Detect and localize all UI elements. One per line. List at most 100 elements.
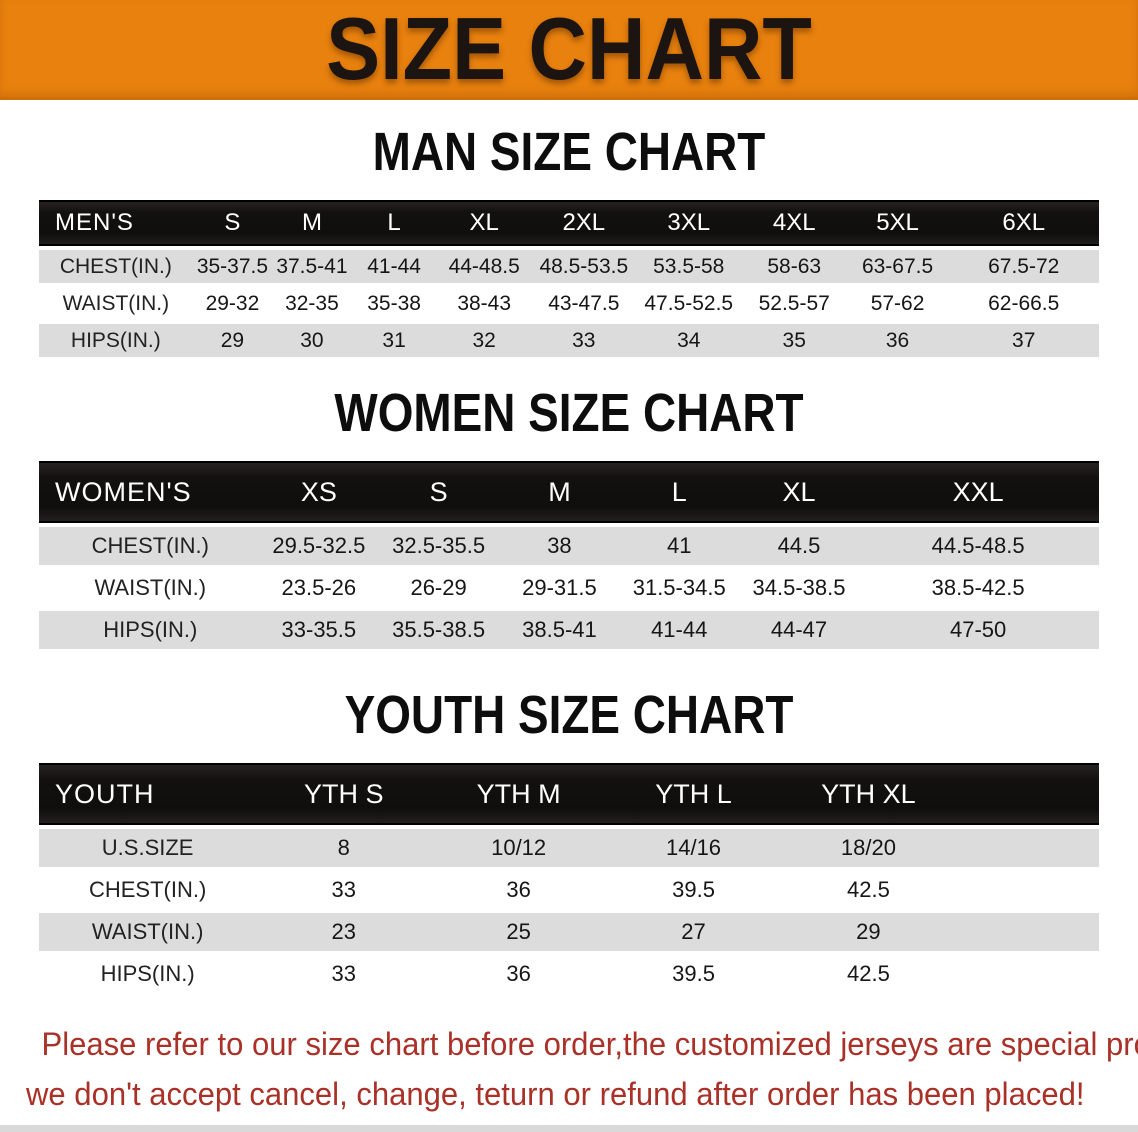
size-column-header: XL bbox=[436, 200, 532, 246]
youth-hips-row: HIPS(IN.) 33 36 39.5 42.5 bbox=[39, 955, 1099, 993]
spec-value-cell: 33-35.5 bbox=[261, 611, 377, 649]
spec-value-cell: 38-43 bbox=[436, 287, 532, 320]
women-group-label: WOMEN'S bbox=[39, 461, 262, 523]
spec-value-cell: 35-38 bbox=[351, 287, 437, 320]
spec-value-cell: 33 bbox=[256, 871, 432, 909]
spacer-cell bbox=[955, 829, 1099, 867]
youth-header-row: YOUTH YTH S YTH M YTH L YTH XL bbox=[39, 763, 1099, 825]
spec-value-cell: 8 bbox=[256, 829, 432, 867]
size-column-header: M bbox=[272, 200, 352, 246]
spec-value-cell: 53.5-58 bbox=[635, 250, 742, 283]
spec-value-cell: 33 bbox=[531, 324, 636, 357]
spec-row-label: CHEST(IN.) bbox=[39, 250, 193, 283]
size-column-header: S bbox=[376, 461, 502, 523]
spec-value-cell: 31.5-34.5 bbox=[617, 569, 741, 607]
youth-chest-row: CHEST(IN.) 33 36 39.5 42.5 bbox=[39, 871, 1099, 909]
spec-row-label: HIPS(IN.) bbox=[39, 955, 257, 993]
spec-row-label: CHEST(IN.) bbox=[39, 527, 262, 565]
spec-value-cell: 39.5 bbox=[606, 871, 781, 909]
spec-value-cell: 32-35 bbox=[272, 287, 352, 320]
spec-value-cell: 42.5 bbox=[780, 955, 956, 993]
spec-value-cell: 23.5-26 bbox=[261, 569, 377, 607]
spec-value-cell: 52.5-57 bbox=[741, 287, 847, 320]
size-chart-banner: SIZE CHART bbox=[0, 0, 1138, 100]
spec-value-cell: 38.5-41 bbox=[501, 611, 618, 649]
disclaimer-text: Please refer to our size chart before or… bbox=[26, 1019, 1138, 1119]
spec-value-cell: 34 bbox=[635, 324, 742, 357]
spec-value-cell: 57-62 bbox=[846, 287, 949, 320]
youth-group-label: YOUTH bbox=[39, 763, 257, 825]
spec-value-cell: 29-31.5 bbox=[501, 569, 618, 607]
men-hips-row: HIPS(IN.) 29 30 31 32 33 34 35 36 37 bbox=[39, 324, 1099, 357]
size-column-header: 2XL bbox=[531, 200, 636, 246]
spec-value-cell: 38 bbox=[501, 527, 618, 565]
men-chest-row: CHEST(IN.) 35-37.5 37.5-41 41-44 44-48.5… bbox=[39, 250, 1099, 283]
size-column-header: L bbox=[617, 461, 741, 523]
spec-value-cell: 33 bbox=[256, 955, 432, 993]
spec-value-cell: 47.5-52.5 bbox=[635, 287, 742, 320]
spec-value-cell: 44.5 bbox=[740, 527, 858, 565]
spec-value-cell: 36 bbox=[431, 955, 607, 993]
spec-value-cell: 26-29 bbox=[376, 569, 502, 607]
youth-size-table: YOUTH YTH S YTH M YTH L YTH XL U.S.SIZE … bbox=[39, 759, 1099, 997]
spacer-cell bbox=[955, 955, 1099, 993]
youth-heading-text: YOUTH SIZE CHART bbox=[344, 685, 794, 745]
size-column-header: 5XL bbox=[846, 200, 949, 246]
spec-value-cell: 32.5-35.5 bbox=[376, 527, 502, 565]
size-column-header: YTH S bbox=[256, 763, 432, 825]
disclaimer-line-2: we don't accept cancel, change, teturn o… bbox=[26, 1076, 1085, 1112]
banner-title: SIZE CHART bbox=[326, 0, 812, 98]
spec-value-cell: 44-48.5 bbox=[436, 250, 532, 283]
spec-value-cell: 41-44 bbox=[617, 611, 741, 649]
spec-value-cell: 38.5-42.5 bbox=[857, 569, 1099, 607]
women-waist-row: WAIST(IN.) 23.5-26 26-29 29-31.5 31.5-34… bbox=[39, 569, 1099, 607]
spec-value-cell: 39.5 bbox=[606, 955, 781, 993]
size-column-header: YTH L bbox=[606, 763, 781, 825]
size-column-header: XXL bbox=[857, 461, 1099, 523]
spec-value-cell: 63-67.5 bbox=[846, 250, 949, 283]
spec-row-label: WAIST(IN.) bbox=[39, 569, 262, 607]
spec-value-cell: 25 bbox=[431, 913, 607, 951]
size-column-header: 6XL bbox=[948, 200, 1099, 246]
spec-value-cell: 29.5-32.5 bbox=[261, 527, 377, 565]
men-section-heading: MAN SIZE CHART bbox=[0, 122, 1138, 182]
men-size-table: MEN'S S M L XL 2XL 3XL 4XL 5XL 6XL CHEST… bbox=[39, 196, 1099, 361]
spec-value-cell: 36 bbox=[431, 871, 607, 909]
spacer-cell bbox=[955, 871, 1099, 909]
women-section-heading: WOMEN SIZE CHART bbox=[0, 386, 1138, 440]
spec-value-cell: 14/16 bbox=[606, 829, 781, 867]
youth-section-heading: YOUTH SIZE CHART bbox=[0, 685, 1138, 745]
spec-value-cell: 41 bbox=[617, 527, 741, 565]
youth-waist-row: WAIST(IN.) 23 25 27 29 bbox=[39, 913, 1099, 951]
women-chest-row: CHEST(IN.) 29.5-32.5 32.5-35.5 38 41 44.… bbox=[39, 527, 1099, 565]
spec-value-cell: 30 bbox=[272, 324, 352, 357]
spec-value-cell: 29 bbox=[192, 324, 273, 357]
size-column-header: XS bbox=[261, 461, 377, 523]
spec-value-cell: 32 bbox=[436, 324, 532, 357]
spec-row-label: HIPS(IN.) bbox=[39, 611, 262, 649]
spec-value-cell: 48.5-53.5 bbox=[531, 250, 636, 283]
women-hips-row: HIPS(IN.) 33-35.5 35.5-38.5 38.5-41 41-4… bbox=[39, 611, 1099, 649]
spec-value-cell: 58-63 bbox=[741, 250, 847, 283]
size-column-header: XL bbox=[740, 461, 858, 523]
men-header-row: MEN'S S M L XL 2XL 3XL 4XL 5XL 6XL bbox=[39, 200, 1099, 246]
spec-row-label: CHEST(IN.) bbox=[39, 871, 257, 909]
spec-value-cell: 44.5-48.5 bbox=[857, 527, 1099, 565]
size-column-header: S bbox=[192, 200, 273, 246]
spec-value-cell: 35.5-38.5 bbox=[376, 611, 502, 649]
spec-value-cell: 36 bbox=[846, 324, 949, 357]
disclaimer-line-1: Please refer to our size chart before or… bbox=[41, 1026, 1138, 1062]
spec-value-cell: 67.5-72 bbox=[948, 250, 1099, 283]
size-column-header: 4XL bbox=[741, 200, 847, 246]
spacer-cell bbox=[955, 913, 1099, 951]
spec-value-cell: 10/12 bbox=[431, 829, 607, 867]
spec-value-cell: 35-37.5 bbox=[192, 250, 273, 283]
spec-value-cell: 35 bbox=[741, 324, 847, 357]
size-column-header: 3XL bbox=[635, 200, 742, 246]
size-column-header: YTH XL bbox=[780, 763, 956, 825]
men-group-label: MEN'S bbox=[39, 200, 193, 246]
spec-value-cell: 29-32 bbox=[192, 287, 273, 320]
bottom-strip bbox=[0, 1125, 1138, 1132]
men-heading-text: MAN SIZE CHART bbox=[372, 122, 766, 182]
size-column-header: M bbox=[501, 461, 618, 523]
